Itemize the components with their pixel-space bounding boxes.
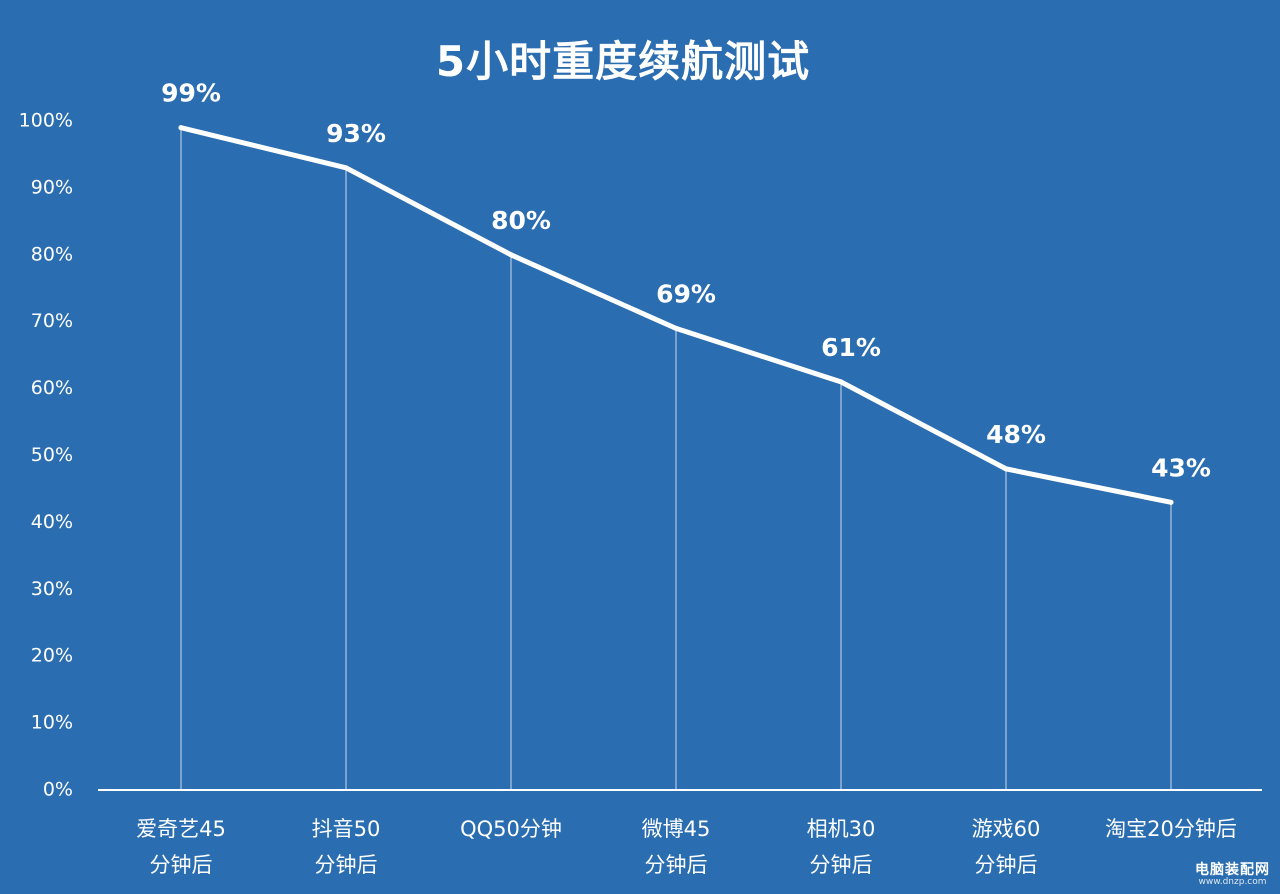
x-tick-label-line: 分钟后 <box>975 853 1038 877</box>
data-point <box>838 379 844 385</box>
data-point <box>343 165 349 171</box>
x-tick-label-line: 分钟后 <box>645 853 708 877</box>
y-tick-label: 90% <box>31 176 73 198</box>
data-label: 48% <box>986 420 1046 449</box>
watermark-text: 电脑装配网 <box>1195 861 1270 878</box>
x-tick-label: QQ50分钟 <box>460 817 562 841</box>
y-tick-label: 80% <box>31 243 73 265</box>
data-label: 69% <box>656 279 716 308</box>
y-tick-label: 50% <box>31 444 73 466</box>
x-tick-label: 爱奇艺45 分钟后 <box>136 817 226 877</box>
x-tick-label: 游戏60 分钟后 <box>972 817 1041 877</box>
y-tick-label: 70% <box>31 310 73 332</box>
data-point <box>1003 466 1009 472</box>
x-tick-label: 微博45 分钟后 <box>642 817 711 877</box>
y-tick-label: 10% <box>31 712 73 734</box>
data-point <box>673 325 679 331</box>
x-tick-label-line: 淘宝20分钟后 <box>1105 817 1237 841</box>
data-point <box>178 125 184 131</box>
data-label: 43% <box>1151 453 1211 482</box>
x-tick-label-line: 分钟后 <box>150 853 213 877</box>
y-tick-label: 20% <box>31 645 73 667</box>
x-tick-label-line: QQ50分钟 <box>460 817 562 841</box>
data-point <box>508 252 514 258</box>
x-tick-label-line: 分钟后 <box>810 853 873 877</box>
x-tick-label-line: 相机30 <box>807 817 876 841</box>
x-tick-label: 淘宝20分钟后 <box>1105 817 1237 841</box>
data-point <box>1168 499 1174 505</box>
data-label: 61% <box>821 333 881 362</box>
y-tick-label: 100% <box>19 110 73 132</box>
data-label: 80% <box>491 206 551 235</box>
x-tick-label: 相机30 分钟后 <box>807 817 876 877</box>
data-label: 99% <box>161 79 221 108</box>
y-tick-label: 40% <box>31 511 73 533</box>
x-tick-label: 抖音50 分钟后 <box>312 817 381 877</box>
x-tick-label-line: 分钟后 <box>315 853 378 877</box>
x-tick-label-line: 微博45 <box>642 817 711 841</box>
y-tick-label: 60% <box>31 377 73 399</box>
data-label: 93% <box>326 119 386 148</box>
x-tick-label-line: 爱奇艺45 <box>136 817 226 841</box>
x-tick-label-line: 游戏60 <box>972 817 1041 841</box>
y-tick-label: 30% <box>31 578 73 600</box>
chart-title: 5小时重度续航测试 <box>435 37 811 86</box>
watermark-url: www.dnzp.com <box>1198 877 1267 888</box>
watermark: 电脑装配网 www.dnzp.com <box>1195 861 1270 888</box>
x-tick-label-line: 抖音50 <box>312 817 381 841</box>
y-tick-label: 0% <box>43 779 73 801</box>
